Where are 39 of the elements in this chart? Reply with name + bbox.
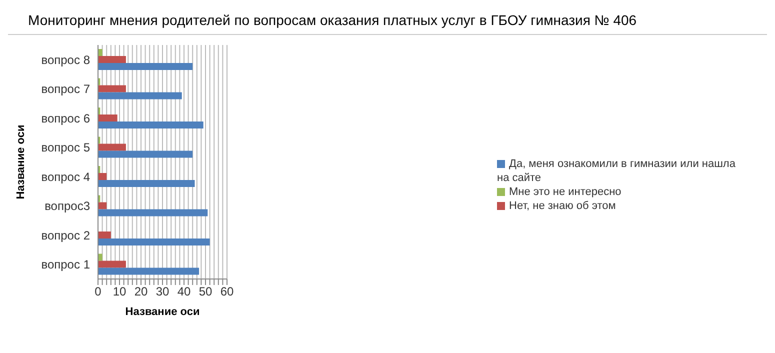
x-tick-label: 50 xyxy=(198,284,212,299)
bar xyxy=(98,209,208,216)
bar xyxy=(98,49,102,56)
x-tick-label: 30 xyxy=(156,284,170,299)
bar xyxy=(98,150,193,158)
y-tick-label: вопрос3 xyxy=(44,199,90,214)
y-tick-label: вопрос 7 xyxy=(41,82,90,96)
x-tick-label: 60 xyxy=(220,284,234,299)
x-tick-label: 0 xyxy=(94,284,102,299)
bar xyxy=(98,63,193,70)
bar xyxy=(98,180,195,187)
bar xyxy=(98,122,204,128)
x-tick-label: 20 xyxy=(134,284,148,299)
bar xyxy=(98,56,126,63)
y-tick-label: вопрос 1 xyxy=(41,258,90,272)
x-tick-label: 40 xyxy=(177,284,191,299)
bar xyxy=(98,238,210,246)
bar xyxy=(98,92,182,100)
y-tick-label: вопрос 6 xyxy=(41,111,90,126)
bar xyxy=(98,268,200,275)
y-tick-label: вопрос 2 xyxy=(41,228,90,242)
bar xyxy=(98,114,118,122)
bar xyxy=(98,254,102,261)
legend-label: Да, меня ознакомили в гимназии или нашла на сайте xyxy=(497,158,736,184)
y-tick-label: вопрос 5 xyxy=(41,140,90,155)
bar xyxy=(98,202,107,210)
bar xyxy=(98,85,126,92)
x-axis-title: Название оси xyxy=(125,306,200,318)
legend-label: Мне это не интересно xyxy=(509,186,622,198)
x-tick-label: 10 xyxy=(112,284,126,299)
y-axis-title: Название оси xyxy=(14,124,27,200)
y-tick-label: вопрос 8 xyxy=(41,52,90,67)
bar xyxy=(98,144,126,151)
bar xyxy=(98,260,126,268)
text: Мониторинг мнения родителей по вопросам оказания платных услуг в ГБОУ гимназия № 406 xyxy=(8,8,767,35)
bar xyxy=(98,173,107,180)
bar xyxy=(98,232,111,238)
y-tick-label: вопрос 4 xyxy=(41,170,90,184)
legend-label: Нет, не знаю об этом xyxy=(509,200,616,212)
